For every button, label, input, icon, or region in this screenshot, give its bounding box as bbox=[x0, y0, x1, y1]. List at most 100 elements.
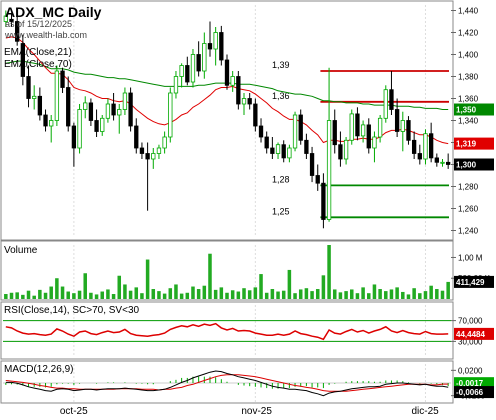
candle-body bbox=[207, 43, 213, 50]
volume-bar bbox=[298, 289, 303, 299]
x-label-dic: dic-25 bbox=[411, 406, 439, 417]
volume-bar bbox=[157, 291, 161, 299]
volume-bar bbox=[15, 292, 19, 299]
price-panel-frame bbox=[0, 0, 454, 241]
candle-body bbox=[428, 133, 434, 159]
volume-bar bbox=[230, 290, 235, 299]
price-tick-label: 1,420 bbox=[458, 29, 479, 38]
candle-body bbox=[100, 117, 105, 132]
candle-body bbox=[315, 175, 320, 184]
volume-bar bbox=[134, 287, 139, 299]
volume-bar bbox=[117, 275, 122, 299]
price-level-label: 1,28 bbox=[272, 174, 290, 184]
price-level-label: 1,39 bbox=[272, 60, 290, 70]
volume-bar bbox=[355, 293, 360, 299]
candle-body bbox=[173, 76, 179, 94]
volume-bar bbox=[338, 292, 343, 299]
volume-bar bbox=[55, 278, 59, 299]
candle-body bbox=[377, 117, 383, 138]
price-tick-label: 1,240 bbox=[458, 227, 479, 236]
volume-bar bbox=[429, 285, 433, 299]
price-tick-label: 1,340 bbox=[458, 117, 479, 126]
last-signal-badge-bg bbox=[454, 386, 494, 399]
candle-body bbox=[43, 114, 48, 127]
candle-body bbox=[185, 65, 190, 83]
candle-body bbox=[117, 109, 122, 116]
candle-body bbox=[128, 92, 133, 127]
volume-bar bbox=[332, 289, 337, 299]
volume-panel-frame bbox=[0, 240, 454, 301]
candle-body bbox=[3, 15, 8, 22]
candle-body bbox=[134, 125, 139, 149]
volume-bar bbox=[106, 289, 110, 299]
candle-body bbox=[9, 18, 14, 22]
candle-body bbox=[253, 103, 258, 127]
last-volume-badge-bg bbox=[454, 275, 494, 288]
candle-body bbox=[111, 103, 116, 116]
volume-bar bbox=[89, 292, 93, 299]
candle-body bbox=[343, 139, 349, 160]
volume-bar bbox=[100, 291, 104, 299]
rsi-line bbox=[3, 320, 451, 342]
candle-body bbox=[37, 95, 43, 116]
volume-bar bbox=[77, 290, 82, 299]
candle-body bbox=[355, 113, 360, 137]
price-level-label: 1,36 bbox=[272, 91, 290, 101]
candle-body bbox=[230, 76, 235, 86]
candle-body bbox=[71, 125, 77, 149]
candle-body bbox=[66, 87, 71, 127]
candle-body bbox=[105, 103, 111, 119]
volume-bar bbox=[123, 284, 127, 299]
candle-body bbox=[394, 109, 400, 132]
last-rsi-badge-bg bbox=[454, 327, 494, 340]
volume-bar bbox=[304, 288, 309, 299]
candle-body bbox=[122, 92, 128, 110]
volume-bar bbox=[264, 292, 269, 299]
candle-body bbox=[292, 114, 298, 149]
candle-body bbox=[32, 95, 37, 99]
volume-bar bbox=[418, 293, 422, 299]
volume-bar bbox=[21, 294, 25, 299]
volume-bar bbox=[72, 293, 76, 299]
macd-tick-label: 0,0200 bbox=[458, 366, 483, 375]
volume-bar bbox=[276, 291, 280, 299]
last-volume-badge: 411,429 bbox=[456, 278, 485, 287]
candle-body bbox=[139, 147, 145, 154]
macd-path bbox=[5, 370, 449, 397]
volume-bar bbox=[315, 289, 320, 299]
candle-body bbox=[321, 182, 326, 220]
candle-body bbox=[440, 161, 445, 164]
candle-body bbox=[219, 32, 224, 61]
macd-lines bbox=[3, 370, 451, 397]
volume-bar bbox=[440, 290, 445, 299]
volume-bar bbox=[327, 245, 331, 299]
as-of-date: as of 15/12/2025 bbox=[5, 19, 72, 29]
last-ema21-badge: 1,319 bbox=[456, 140, 477, 149]
candle-body bbox=[326, 120, 332, 220]
candle-body bbox=[383, 89, 388, 119]
volume-bar bbox=[242, 288, 246, 299]
volume-bar bbox=[191, 286, 195, 299]
candle-body bbox=[270, 147, 275, 154]
candle-body bbox=[349, 113, 354, 141]
volume-bar bbox=[372, 284, 377, 299]
last-close-badge-bg bbox=[454, 158, 494, 171]
rsi-label: RSI(Close,14), SC>70, SV<30 bbox=[4, 305, 140, 316]
volume-bar bbox=[179, 293, 184, 299]
volume-bar bbox=[66, 291, 70, 299]
volume-bar bbox=[168, 288, 173, 299]
candle-body bbox=[196, 54, 201, 72]
volume-tick-label: 1,00 M bbox=[458, 253, 483, 262]
ema70-legend: EMA(Close,70) bbox=[4, 59, 72, 70]
last-macd-badge: -0,0017 bbox=[456, 379, 484, 388]
macd-label: MACD(12,26,9) bbox=[4, 364, 73, 375]
volume-bar bbox=[60, 286, 65, 299]
candle-body bbox=[247, 98, 252, 105]
volume-bar bbox=[384, 291, 388, 299]
volume-bar bbox=[270, 289, 275, 299]
volume-bar bbox=[219, 287, 224, 299]
volume-bar bbox=[162, 293, 167, 299]
macd-signal-path bbox=[5, 374, 449, 392]
candle-body bbox=[156, 147, 162, 154]
